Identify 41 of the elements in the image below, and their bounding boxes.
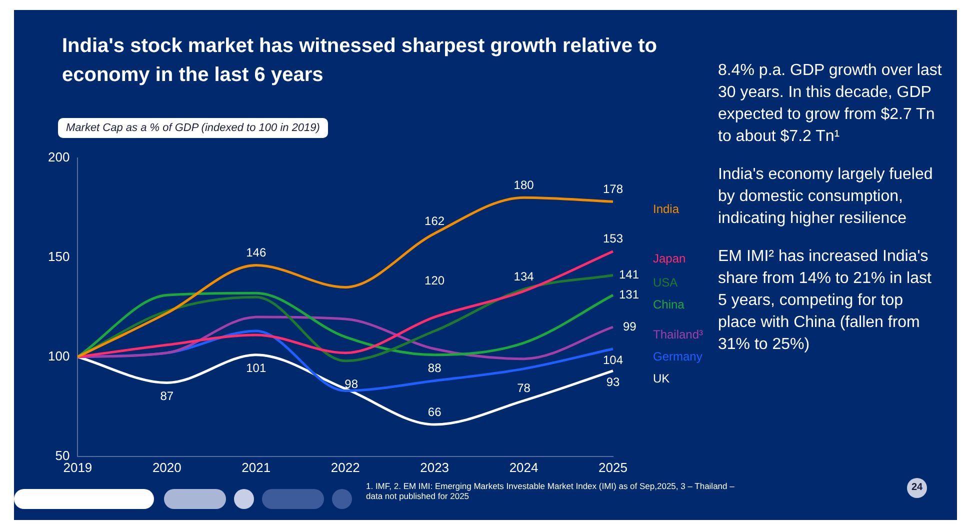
data-label: 66 [428, 404, 442, 419]
y-tick-label: 200 [48, 149, 70, 164]
data-label: 88 [428, 361, 442, 376]
chart-subtitle: Market Cap as a % of GDP (indexed to 100 in 2019) [58, 118, 328, 138]
data-label: 153 [602, 232, 624, 246]
y-tick-label: 100 [48, 348, 70, 364]
text: EM IMI² has increased India's share from 14% to 21% in last 5 years, competing for top place with China (fallen from 31% to 25%) [718, 247, 932, 355]
text: India's economy largely fueled by domestic consumption, indicating higher resilience [718, 165, 934, 229]
data-label: 98 [344, 377, 358, 392]
text: 1. IMF, 2. EM IMI: Emerging Markets Investable Market Index (IMI) as of Sep,2025, 3 – Thailand – data not published for 2025 [366, 481, 736, 501]
data-label: 178 [602, 182, 624, 196]
y-tick-label: 150 [48, 248, 70, 264]
data-label: 120 [424, 273, 445, 288]
text: UK [653, 371, 670, 386]
data-label: 141 [618, 268, 640, 282]
text: Germany [653, 349, 702, 364]
x-tick-label: 2020 [152, 460, 182, 475]
text: Thailand³ [653, 327, 704, 342]
data-label: 180 [514, 178, 534, 192]
text: 8.4% p.a. GDP growth over last 30 years. In this decade, GDP expected to grow from $2.7 Tn to about $7.2 Tn¹ [718, 61, 942, 147]
data-label: 87 [160, 389, 174, 404]
text: China [653, 298, 685, 312]
data-label: 78 [517, 380, 531, 395]
x-tick-label: 2021 [242, 460, 271, 475]
text: 24 [907, 478, 927, 498]
data-label: 101 [246, 361, 266, 376]
text: India [653, 202, 680, 216]
x-tick-label: 2025 [598, 460, 628, 475]
data-label: 104 [602, 353, 624, 368]
data-label: 162 [424, 214, 445, 228]
text: Japan [653, 252, 686, 266]
data-label: 146 [246, 246, 266, 260]
data-label: 93 [606, 375, 620, 390]
data-label: 134 [514, 269, 534, 284]
text: USA [653, 276, 678, 290]
annotation: 99 [623, 319, 637, 334]
chart-title: India's stock market has witnessed sharpest growth relative to economy in the last 6 years [62, 34, 658, 88]
data-label: 131 [618, 287, 640, 302]
x-tick-label: 2023 [420, 460, 450, 475]
x-tick-label: 2022 [330, 460, 360, 475]
x-tick-label: 2024 [509, 460, 538, 475]
